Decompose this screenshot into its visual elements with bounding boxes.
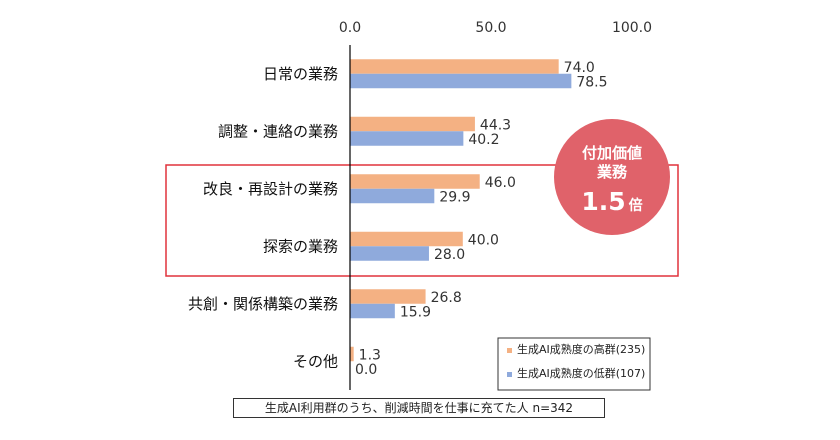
bar-high-group (350, 231, 463, 247)
badge-unit: 倍 (629, 197, 643, 214)
category-label: 改良・再設計の業務 (203, 180, 338, 198)
bar-high-group (350, 116, 475, 132)
bar-high-group (350, 289, 426, 304)
bar-low-group (350, 131, 464, 146)
legend-swatch (507, 348, 512, 353)
category-label: 探索の業務 (263, 237, 338, 255)
bars (350, 59, 572, 362)
badge-number: 1.5 (581, 187, 625, 216)
data-label: 1.3 (359, 347, 381, 363)
badge-line2: 業務 (596, 163, 628, 181)
legend-box (497, 337, 651, 391)
category-label: 調整・連絡の業務 (218, 122, 338, 140)
data-label: 0.0 (355, 362, 377, 378)
legend-swatch (507, 372, 512, 377)
bar-high-group (350, 59, 559, 74)
footnote: 生成AI利用群のうち、削減時間を仕事に充てた人 n=342 (233, 398, 605, 418)
x-tick-label: 50.0 (475, 20, 506, 36)
badge-value: 1.5 倍 (581, 187, 642, 216)
bar-high-group (350, 174, 480, 189)
bar-low-group (350, 303, 395, 319)
data-label: 40.0 (468, 232, 499, 248)
bar-high-group (350, 346, 354, 362)
data-label: 29.9 (439, 189, 470, 205)
bar-low-group (350, 246, 429, 261)
data-label: 44.3 (480, 117, 511, 133)
data-label: 74.0 (564, 60, 595, 76)
category-label: その他 (293, 352, 338, 370)
category-label: 日常の業務 (263, 65, 338, 83)
data-label: 40.2 (468, 132, 499, 148)
value-labels: 74.078.5 44.340.2 46.0 29.9 40.028.0 26.815.9… (355, 60, 608, 378)
x-axis-ticks: 0.0 50.0 100.0 (339, 20, 652, 36)
highlight-box (165, 164, 679, 277)
badge-circle (554, 119, 670, 235)
category-label: 共創・関係構築の業務 (188, 295, 338, 313)
legend: 生成AI成熟度の高群(235) 生成AI成熟度の低群(107) (497, 337, 651, 391)
bar-low-group (350, 188, 435, 204)
highlight-rect (165, 164, 679, 277)
x-tick-label: 0.0 (339, 20, 361, 36)
data-label: 46.0 (485, 175, 516, 191)
legend-label: 生成AI成熟度の高群(235) (517, 342, 645, 356)
data-label: 15.9 (400, 304, 431, 320)
data-label: 26.8 (431, 290, 462, 306)
x-tick-label: 100.0 (612, 20, 652, 36)
legend-label: 生成AI成熟度の低群(107) (517, 366, 645, 380)
badge-line1: 付加価値 (582, 144, 642, 162)
data-label: 28.0 (434, 247, 465, 263)
bar-low-group (350, 73, 572, 89)
data-label: 78.5 (576, 74, 607, 90)
